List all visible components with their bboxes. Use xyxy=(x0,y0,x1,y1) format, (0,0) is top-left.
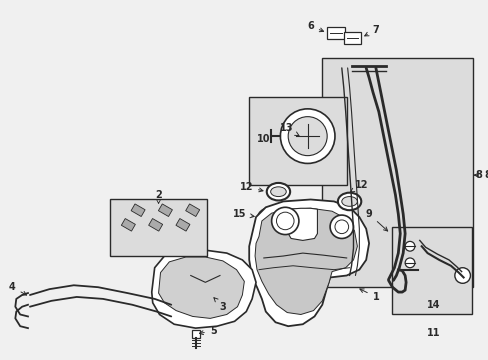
Bar xyxy=(326,27,344,39)
Circle shape xyxy=(329,215,353,238)
Text: 12: 12 xyxy=(239,182,263,192)
Text: 6: 6 xyxy=(306,21,323,32)
Ellipse shape xyxy=(341,197,357,206)
Ellipse shape xyxy=(264,210,288,224)
Bar xyxy=(158,204,172,216)
Bar xyxy=(191,330,199,338)
Bar xyxy=(185,204,199,216)
Text: 1: 1 xyxy=(359,289,379,302)
Text: 15: 15 xyxy=(232,209,254,219)
Polygon shape xyxy=(158,257,244,318)
Bar xyxy=(121,219,135,231)
Circle shape xyxy=(405,242,414,251)
Text: 5: 5 xyxy=(199,326,216,336)
Text: 4: 4 xyxy=(9,282,26,295)
Text: 9: 9 xyxy=(365,209,387,231)
Bar xyxy=(110,199,207,256)
Circle shape xyxy=(454,268,469,283)
Polygon shape xyxy=(249,199,368,326)
Text: 8: 8 xyxy=(473,170,481,180)
Bar xyxy=(249,97,346,185)
Circle shape xyxy=(271,207,298,235)
Bar xyxy=(392,227,471,315)
Bar xyxy=(131,204,145,216)
Ellipse shape xyxy=(270,187,285,197)
Circle shape xyxy=(280,109,334,163)
Ellipse shape xyxy=(337,193,361,210)
Polygon shape xyxy=(151,250,256,328)
Text: 13: 13 xyxy=(279,123,298,136)
Circle shape xyxy=(287,117,326,156)
Bar xyxy=(322,58,472,287)
Text: 11: 11 xyxy=(426,328,439,338)
Polygon shape xyxy=(287,208,317,240)
Text: 7: 7 xyxy=(364,25,379,36)
Text: 10: 10 xyxy=(257,134,270,144)
Text: 3: 3 xyxy=(213,298,226,312)
Text: 14: 14 xyxy=(426,300,439,310)
Ellipse shape xyxy=(266,183,289,201)
Ellipse shape xyxy=(258,206,294,228)
Circle shape xyxy=(405,258,414,268)
Text: 8: 8 xyxy=(473,170,488,180)
Text: 2: 2 xyxy=(155,190,162,203)
Text: 12: 12 xyxy=(350,180,367,192)
Bar xyxy=(176,219,189,231)
Polygon shape xyxy=(255,208,357,315)
Bar xyxy=(343,32,361,44)
Bar xyxy=(148,219,163,231)
